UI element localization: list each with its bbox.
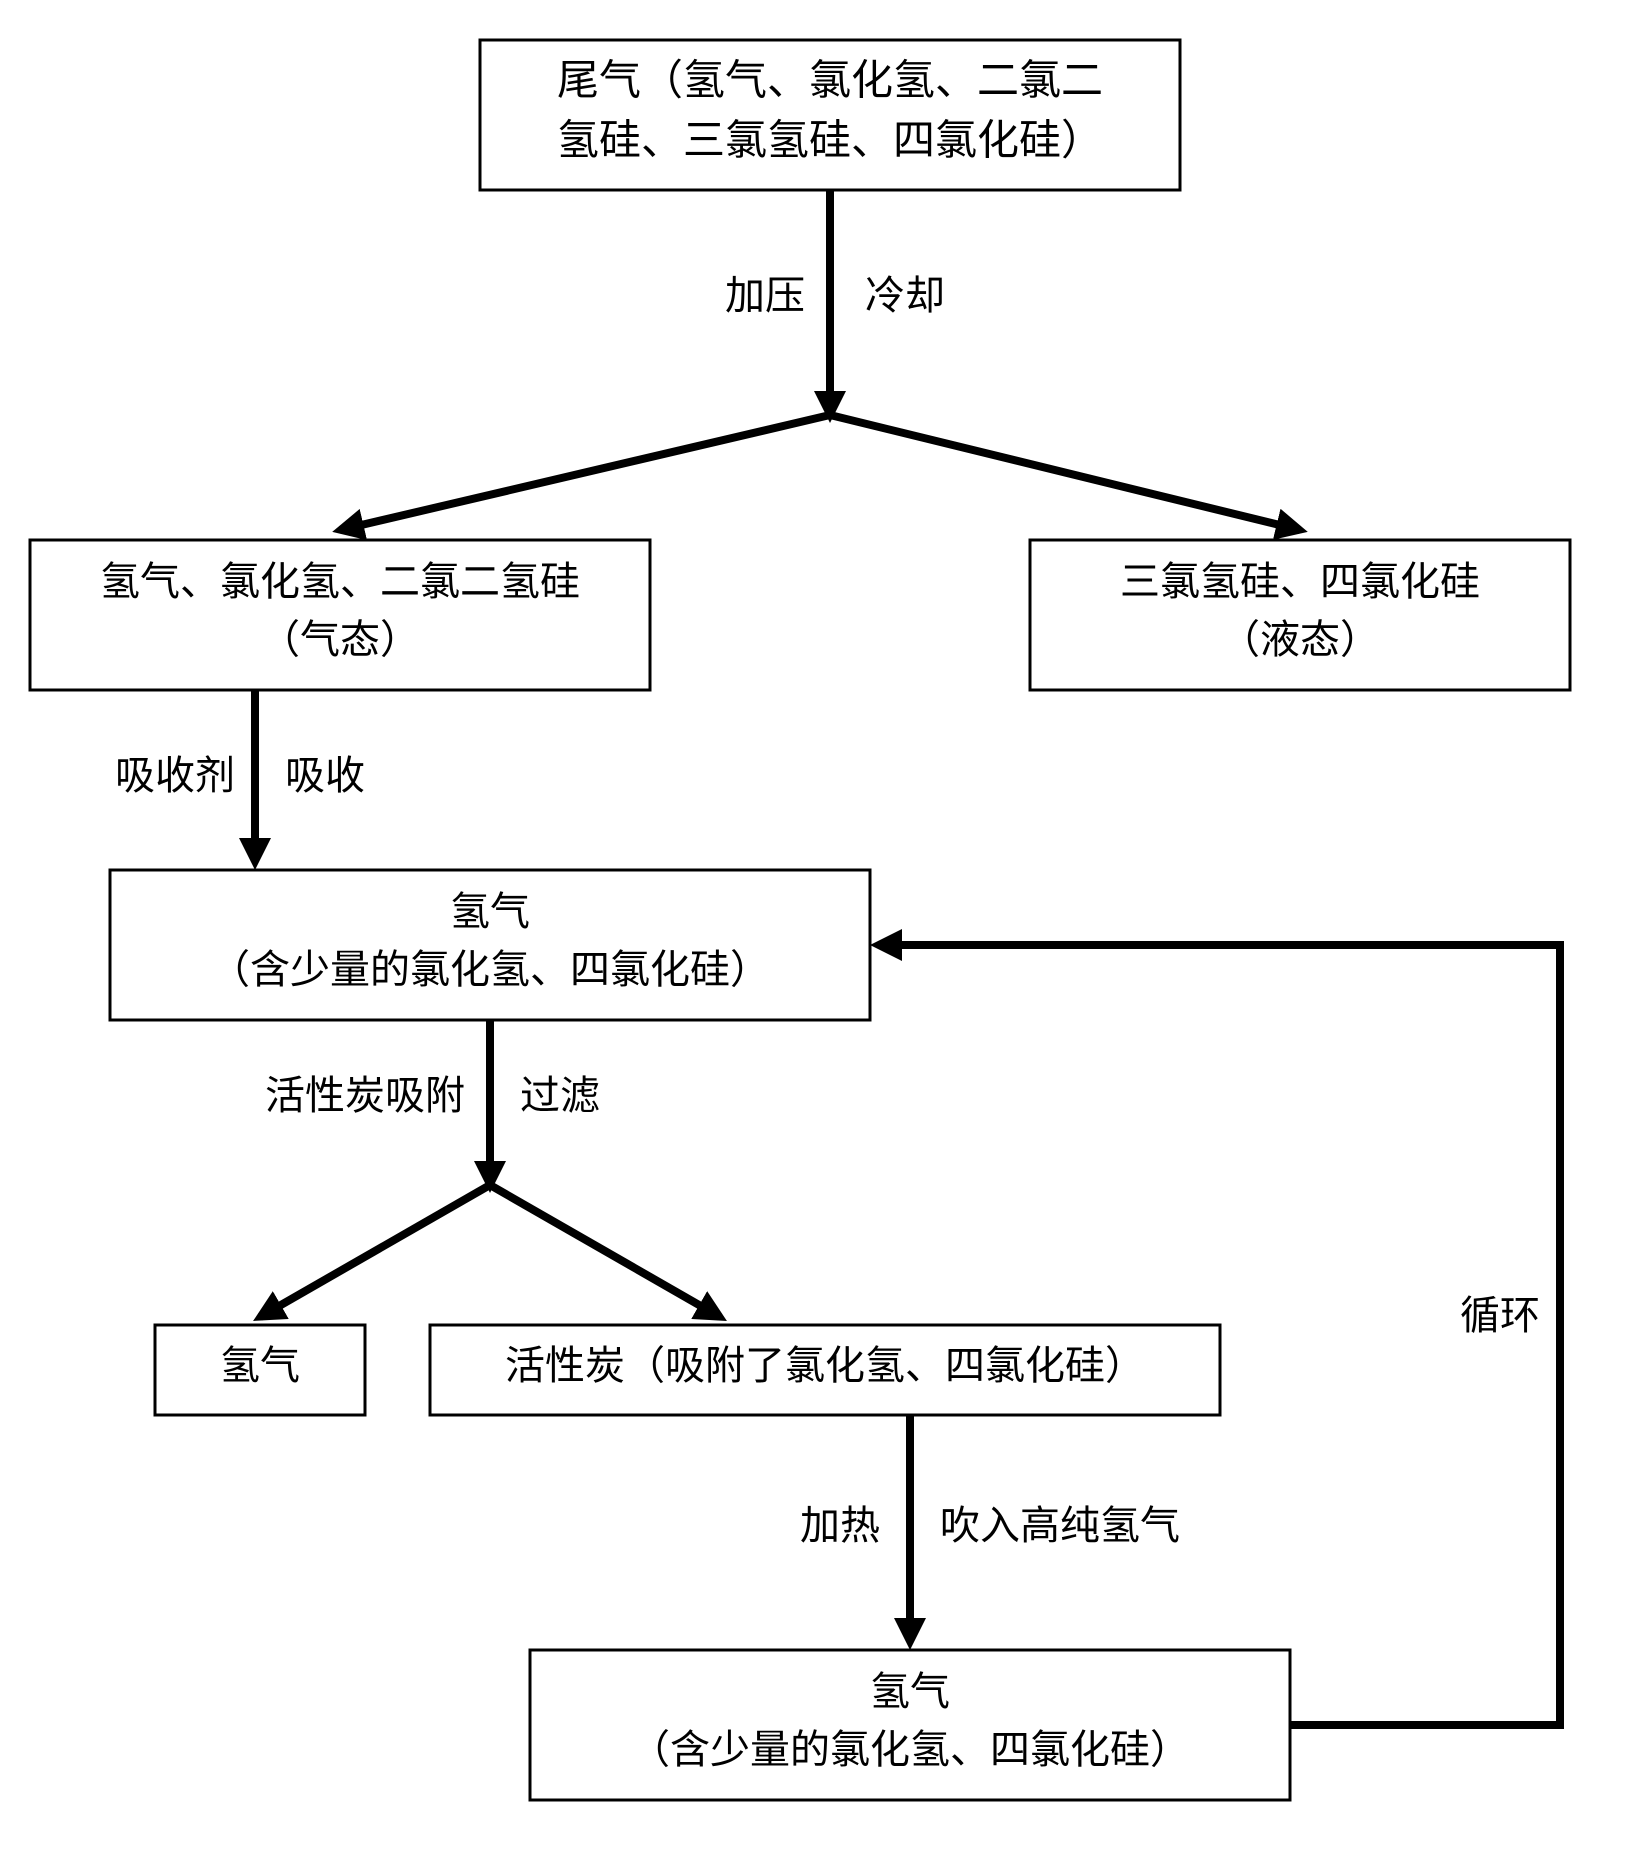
flowchart-canvas: 加压 冷却吸收剂 吸收活性炭吸附 过滤加热 吹入高纯氢气 循环 尾气（氢气、氯化氢、二氯二… (0, 0, 1648, 1872)
node-n1: 尾气（氢气、氯化氢、二氯二氢硅、三氯氢硅、四氯化硅） (480, 40, 1180, 190)
edge-label-left: 吸收剂 (115, 753, 235, 798)
node-n6: 活性炭（吸附了氯化氢、四氯化硅） (430, 1325, 1220, 1415)
node-n7: 氢气 （含少量的氯化氢、四氯化硅） (530, 1650, 1290, 1800)
edge-label-right: 吸收 (285, 753, 365, 798)
edge-label-left: 加热 (800, 1503, 880, 1548)
edge-e5a (260, 1185, 490, 1317)
edge-label-right: 吹入高纯氢气 (940, 1503, 1180, 1548)
edge-e3: 吸收剂 吸收 (115, 690, 365, 862)
node-text-line: 尾气（氢气、氯化氢、二氯二 (557, 59, 1103, 105)
node-n3: 三氯氢硅、四氯化硅 （液态） (1030, 540, 1570, 690)
edge-label: 循环 (1460, 1293, 1540, 1338)
edge-e1: 加压 冷却 (725, 190, 945, 415)
node-text-line: （含少量的氯化氢、四氯化硅） (210, 947, 770, 992)
edge-path (830, 415, 1300, 530)
edge-e2a (340, 415, 830, 530)
node-text-line: 氢硅、三氯氢硅、四氯化硅） (557, 119, 1103, 165)
node-n2: 氢气、氯化氢、二氯二氢硅 （气态） (30, 540, 650, 690)
node-text-line: （气态） (260, 617, 420, 662)
edge-e6: 加热 吹入高纯氢气 (800, 1415, 1180, 1642)
node-text-line: 三氯氢硅、四氯化硅 (1120, 559, 1480, 604)
node-text-line: 氢气、氯化氢、二氯二氢硅 (100, 559, 580, 604)
node-text-line: （液态） (1220, 617, 1380, 662)
edge-e4: 活性炭吸附 过滤 (265, 1020, 600, 1185)
edge-path (490, 1185, 720, 1317)
edge-path (340, 415, 830, 530)
edge-path (260, 1185, 490, 1317)
edge-label-right: 冷却 (865, 273, 945, 318)
node-n5: 氢气 (155, 1325, 365, 1415)
edge-label-left: 加压 (725, 273, 805, 318)
node-text-line: 活性炭（吸附了氯化氢、四氯化硅） (505, 1343, 1145, 1388)
node-text-line: 氢气 (450, 889, 530, 934)
node-text-line: 氢气 (220, 1343, 300, 1388)
node-n4: 氢气 （含少量的氯化氢、四氯化硅） (110, 870, 870, 1020)
edge-label-right: 过滤 (520, 1073, 600, 1118)
node-text-line: 氢气 (870, 1669, 950, 1714)
edge-label-left: 活性炭吸附 (265, 1073, 465, 1118)
node-text-line: （含少量的氯化氢、四氯化硅） (630, 1727, 1190, 1772)
edge-e5b (490, 1185, 720, 1317)
edge-e2b (830, 415, 1300, 530)
